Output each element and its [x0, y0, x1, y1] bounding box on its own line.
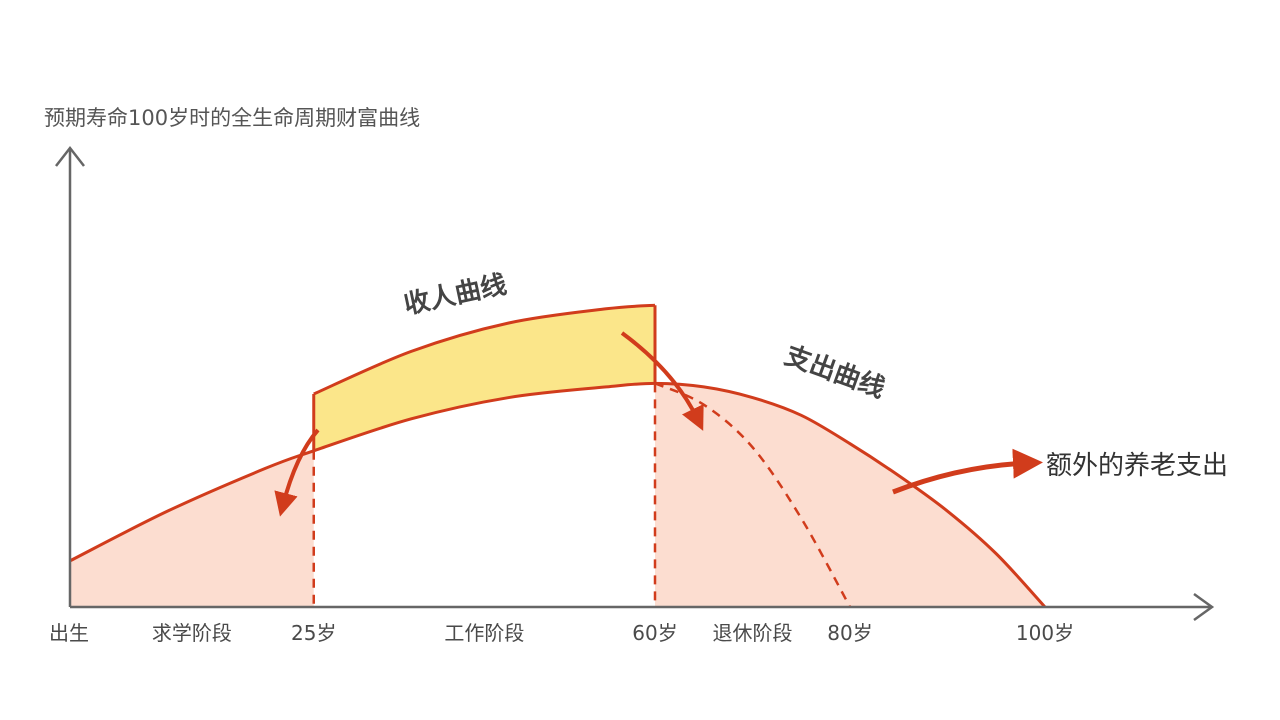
income-curve-line	[313, 303, 656, 396]
expense-area-retirement	[655, 383, 1045, 607]
income-curve-label: 收人曲线	[401, 270, 509, 321]
arrow-income-end	[620, 331, 704, 431]
x-tick-label: 80岁	[827, 621, 872, 645]
arrow-income-start	[274, 428, 320, 517]
x-tick-label: 25岁	[291, 621, 336, 645]
x-tick-label: 出生	[49, 621, 89, 645]
stage-label: 退休阶段	[713, 621, 793, 645]
extra-pension-expense-label: 额外的养老支出	[1046, 451, 1228, 481]
x-tick-label: 100岁	[1016, 621, 1074, 645]
income-surplus-area	[313, 305, 655, 451]
baseline-expense-dashed-line	[654, 382, 852, 608]
stage-label: 求学阶段	[152, 621, 232, 645]
plot-area	[69, 303, 1047, 609]
expense-area-study	[70, 450, 314, 607]
stage-label: 工作阶段	[444, 621, 524, 645]
arrow-extra-expense	[892, 448, 1043, 495]
y-axis-arrow-icon	[55, 145, 85, 167]
expense-curve-label: 支出曲线	[781, 341, 889, 405]
chart-title: 预期寿命100岁时的全生命周期财富曲线	[44, 106, 420, 130]
x-axis-arrow-icon	[1193, 592, 1215, 622]
axes	[55, 145, 1215, 622]
x-tick-label: 60岁	[632, 621, 677, 645]
